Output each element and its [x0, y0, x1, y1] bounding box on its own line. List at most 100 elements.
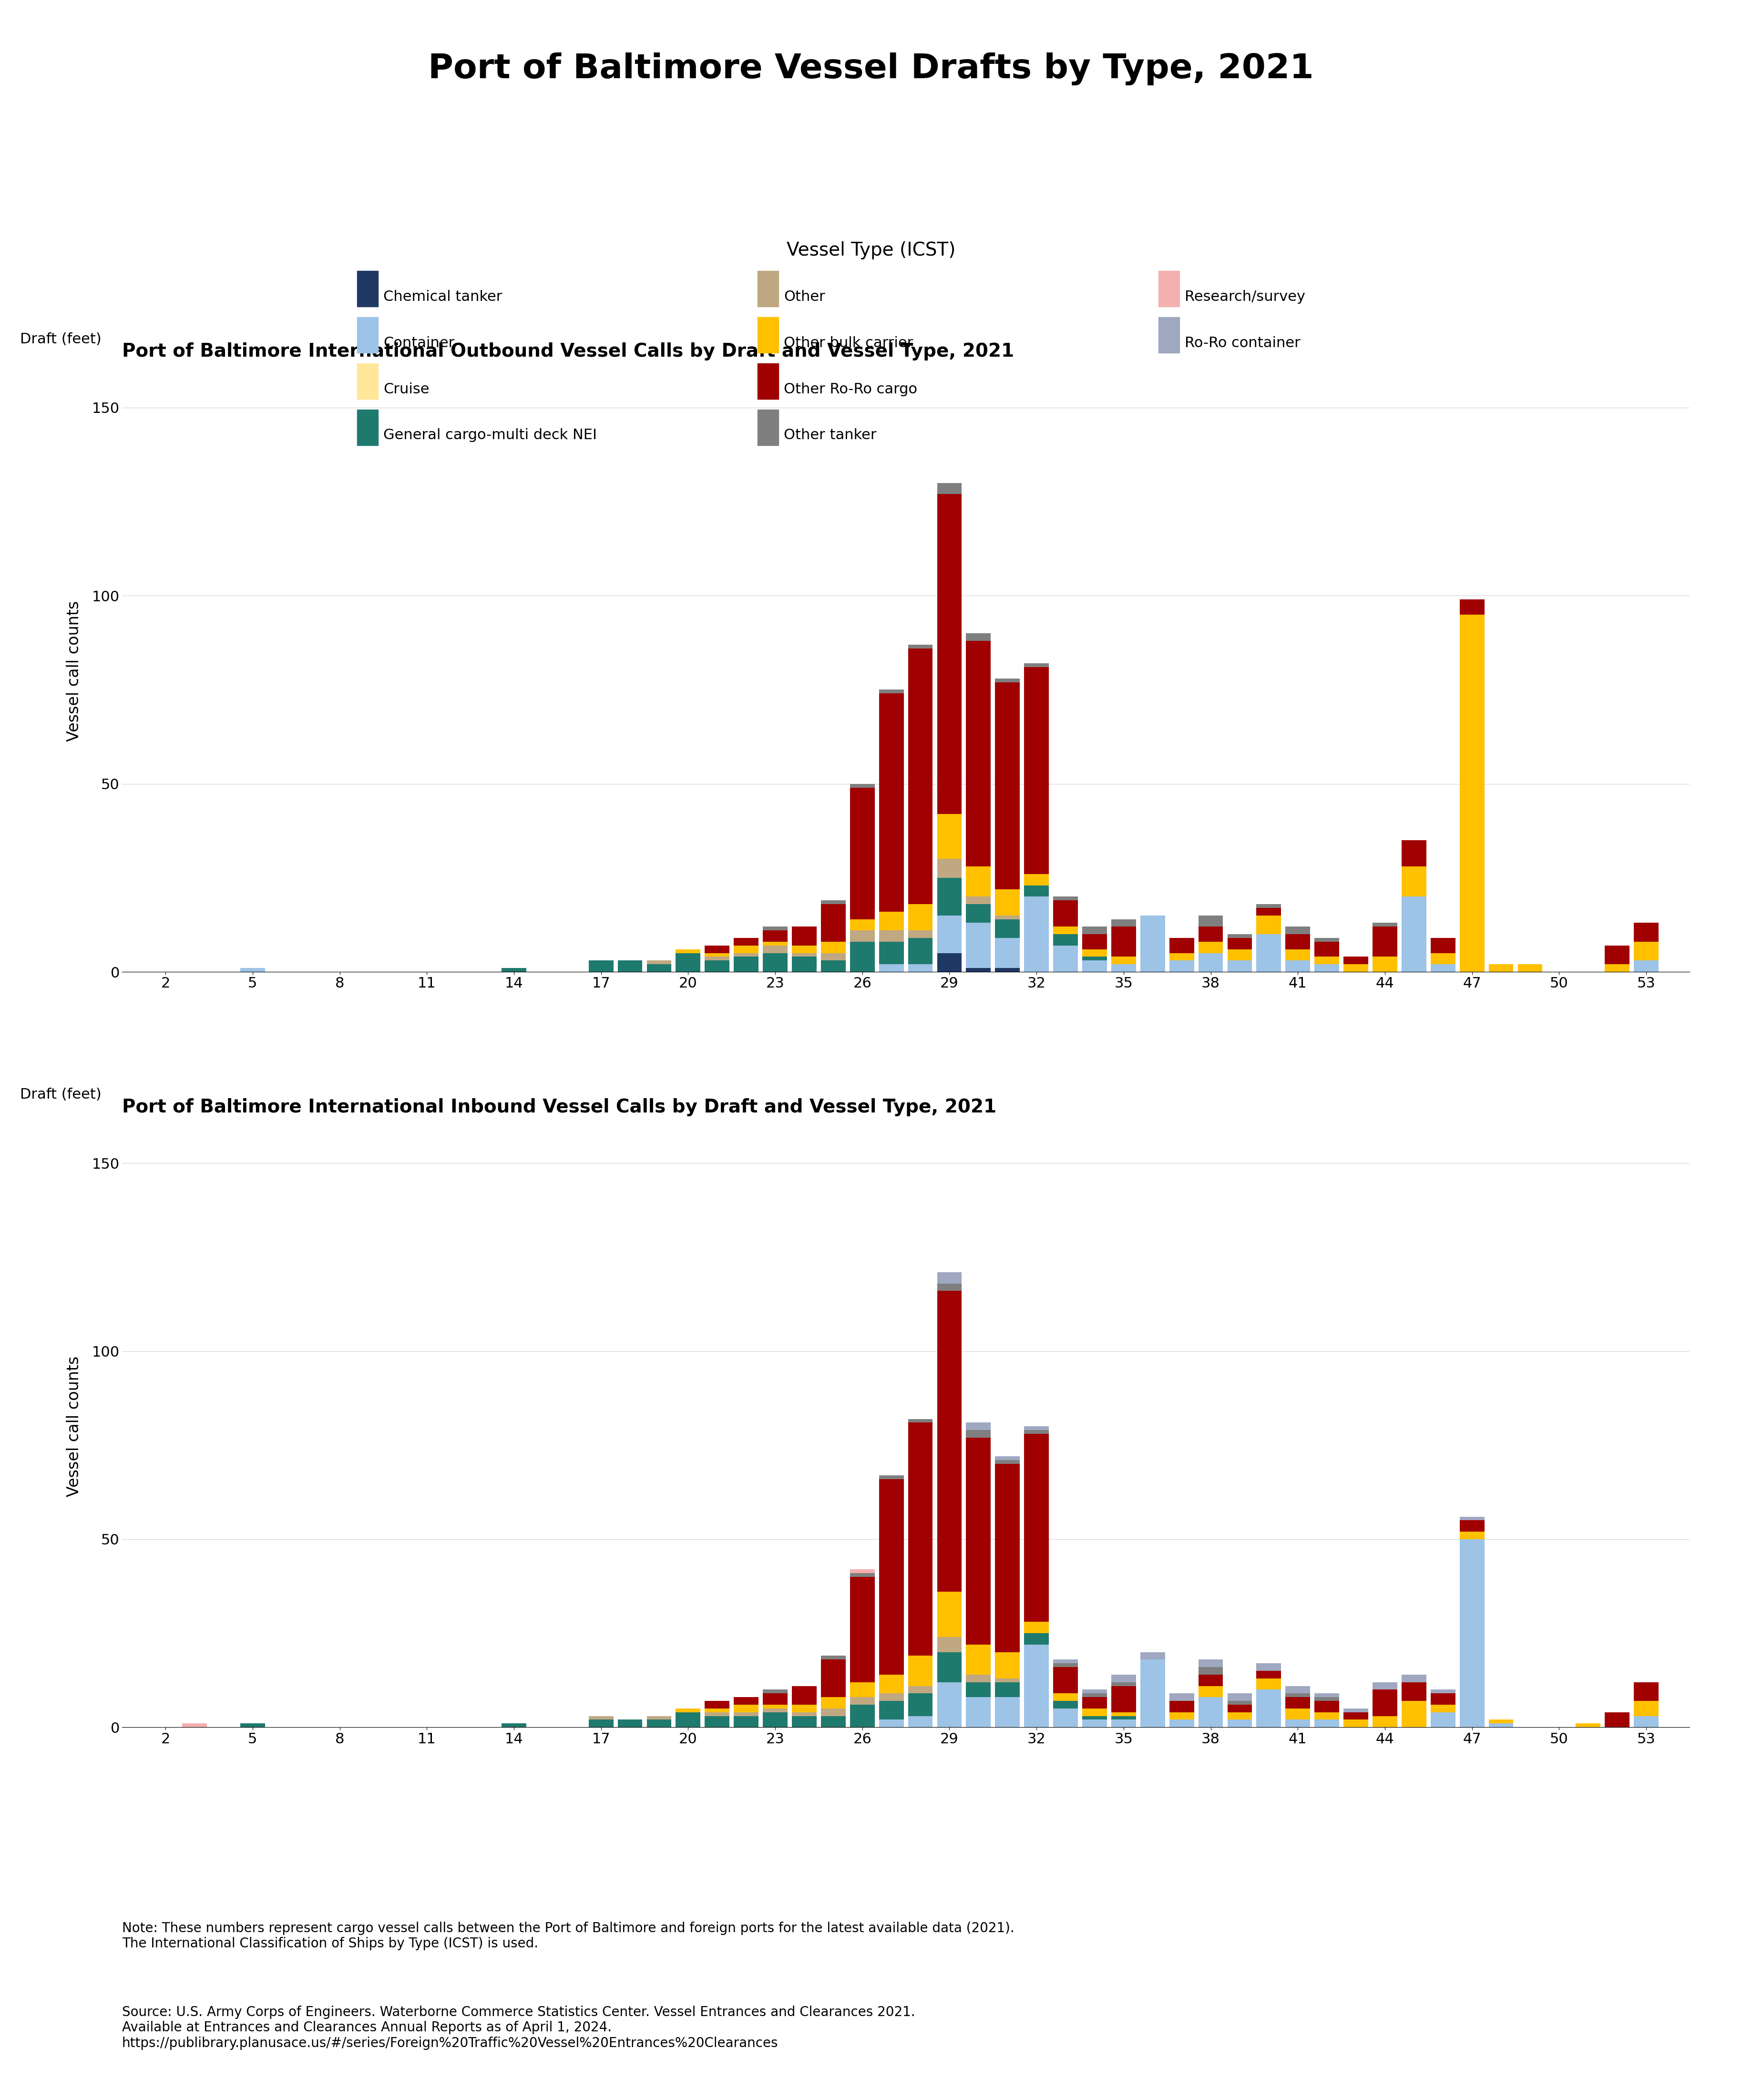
Bar: [1082, 1690, 1106, 1693]
Bar: [850, 1577, 874, 1682]
Bar: [1373, 926, 1397, 958]
Bar: [1430, 1705, 1455, 1711]
Bar: [676, 1711, 700, 1726]
Bar: [937, 953, 962, 972]
Bar: [820, 1709, 845, 1716]
Bar: [1228, 1711, 1252, 1720]
Bar: [676, 949, 700, 953]
Bar: [1286, 960, 1310, 972]
Bar: [967, 897, 991, 905]
Bar: [1402, 1682, 1427, 1701]
Bar: [1373, 1682, 1397, 1690]
Bar: [1198, 1667, 1223, 1674]
Bar: [706, 953, 730, 958]
Bar: [1489, 1724, 1514, 1726]
Bar: [1054, 1667, 1078, 1693]
Bar: [1634, 922, 1658, 941]
Bar: [820, 941, 845, 953]
Bar: [850, 1697, 874, 1705]
Text: Note: These numbers represent cargo vessel calls between the Port of Baltimore a: Note: These numbers represent cargo vess…: [122, 1922, 1014, 1951]
Bar: [1228, 934, 1252, 939]
Bar: [937, 815, 962, 859]
Bar: [589, 960, 613, 972]
Bar: [676, 1709, 700, 1711]
Bar: [1169, 1693, 1193, 1701]
Bar: [733, 953, 758, 958]
Bar: [967, 922, 991, 968]
Text: Ro-Ro container: Ro-Ro container: [1185, 336, 1300, 351]
Bar: [1198, 1659, 1223, 1667]
Bar: [908, 1655, 932, 1686]
Bar: [1286, 934, 1310, 949]
Bar: [1315, 1697, 1340, 1701]
Bar: [1315, 1693, 1340, 1697]
Bar: [763, 930, 787, 941]
Bar: [995, 1682, 1019, 1697]
Bar: [1082, 934, 1106, 949]
Bar: [1054, 1663, 1078, 1667]
Bar: [995, 939, 1019, 968]
Bar: [1054, 926, 1078, 934]
Bar: [1024, 668, 1049, 874]
Bar: [1489, 1720, 1514, 1724]
Bar: [1111, 1711, 1136, 1716]
Bar: [1460, 1516, 1484, 1520]
Bar: [733, 939, 758, 945]
Bar: [733, 958, 758, 972]
Bar: [880, 930, 904, 941]
Bar: [793, 926, 817, 945]
Bar: [1111, 1716, 1136, 1720]
Bar: [1024, 1634, 1049, 1644]
Bar: [820, 901, 845, 905]
Bar: [937, 1283, 962, 1292]
Bar: [908, 905, 932, 930]
Bar: [1054, 1693, 1078, 1701]
Bar: [820, 1659, 845, 1697]
Text: Other Ro-Ro cargo: Other Ro-Ro cargo: [784, 382, 918, 397]
Bar: [793, 945, 817, 953]
Bar: [763, 1693, 787, 1705]
Bar: [1082, 949, 1106, 958]
Bar: [646, 1720, 671, 1726]
Bar: [908, 939, 932, 964]
Bar: [1228, 939, 1252, 949]
Bar: [1373, 958, 1397, 972]
Bar: [793, 1711, 817, 1716]
Bar: [1489, 964, 1514, 972]
Bar: [995, 1464, 1019, 1653]
Bar: [1315, 939, 1340, 941]
Bar: [793, 958, 817, 972]
Bar: [1402, 897, 1427, 972]
Bar: [995, 916, 1019, 920]
Bar: [967, 1430, 991, 1438]
Bar: [706, 1711, 730, 1716]
Bar: [967, 634, 991, 640]
Bar: [1634, 960, 1658, 972]
Bar: [763, 953, 787, 972]
Bar: [589, 1720, 613, 1726]
Bar: [937, 483, 962, 494]
Bar: [676, 953, 700, 972]
Bar: [1198, 941, 1223, 953]
Bar: [1054, 1709, 1078, 1726]
Bar: [995, 1653, 1019, 1678]
Bar: [1082, 1693, 1106, 1697]
Bar: [880, 964, 904, 972]
Bar: [1256, 907, 1280, 916]
Bar: [1228, 1720, 1252, 1726]
Bar: [967, 867, 991, 897]
Bar: [646, 964, 671, 972]
Bar: [908, 1693, 932, 1716]
Bar: [1082, 1720, 1106, 1726]
Bar: [1169, 960, 1193, 972]
Bar: [1430, 939, 1455, 953]
Bar: [995, 682, 1019, 888]
Bar: [967, 1674, 991, 1682]
Bar: [820, 1716, 845, 1726]
Bar: [967, 640, 991, 867]
Bar: [820, 1697, 845, 1709]
Bar: [1402, 1674, 1427, 1682]
Bar: [1228, 949, 1252, 960]
Bar: [937, 1638, 962, 1653]
Bar: [1402, 1701, 1427, 1726]
